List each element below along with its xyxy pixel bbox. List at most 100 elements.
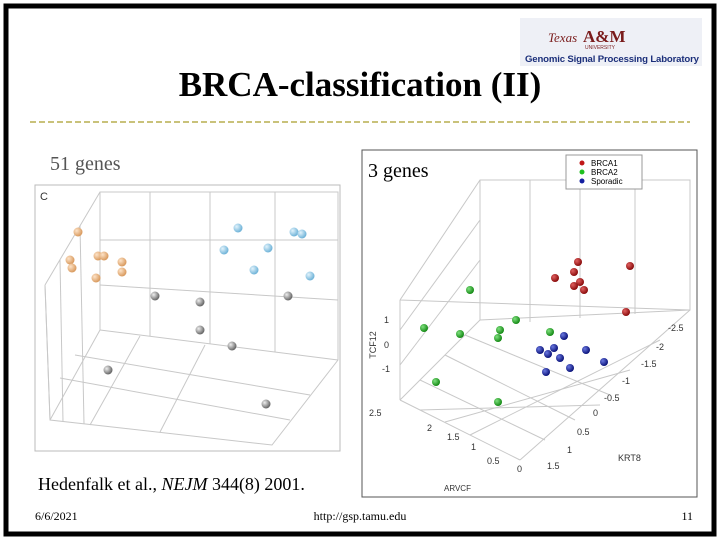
logo: Texas A&M UNIVERSITY Genomic Signal Proc… (520, 18, 702, 66)
point (195, 297, 205, 307)
citation: Hedenfalk et al., NEJM 344(8) 2001. (38, 474, 305, 495)
z-axis-label: TCF12 (368, 331, 378, 359)
logo-am: A&M (583, 27, 625, 46)
point (566, 364, 574, 372)
legend-swatch (579, 178, 585, 184)
z-tick-label: 1 (384, 315, 389, 325)
point (227, 341, 237, 351)
point (91, 273, 101, 283)
point (536, 346, 544, 354)
point (117, 257, 127, 267)
left-label: 51 genes (50, 153, 121, 175)
point (150, 291, 160, 301)
footer-page: 11 (681, 509, 693, 523)
point (570, 268, 578, 276)
y-tick-label: 1 (471, 442, 476, 452)
y-tick-label: 2 (427, 423, 432, 433)
right-grid (399, 179, 691, 461)
left-points (65, 223, 315, 409)
point (99, 251, 109, 261)
z-tick-label: 0 (384, 340, 389, 350)
x-tick-label: -1 (622, 376, 630, 386)
y-tick-label: 1.5 (447, 432, 460, 442)
legend-label: BRCA2 (591, 168, 618, 177)
x-axis-label: KRT8 (618, 453, 641, 463)
point (494, 398, 502, 406)
citation-journal: NEJM (160, 474, 208, 494)
point (542, 368, 550, 376)
right-points (420, 258, 634, 406)
y-tick-label: 0 (517, 464, 522, 474)
point (103, 365, 113, 375)
right-figure (361, 149, 698, 498)
point (570, 282, 578, 290)
left-figure (34, 184, 341, 452)
point (67, 263, 77, 273)
legend-swatch (579, 169, 585, 175)
y-tick-label: 2.5 (369, 408, 382, 418)
y-axis-label: ARVCF (444, 484, 471, 493)
citation-authors: Hedenfalk et al., (38, 474, 161, 494)
left-grid (44, 191, 339, 446)
point (65, 255, 75, 265)
x-tick-label: -2 (656, 342, 664, 352)
point (551, 274, 559, 282)
point (305, 271, 315, 281)
point (622, 308, 630, 316)
point (289, 227, 299, 237)
x-tick-label: 1 (567, 445, 572, 455)
point (261, 399, 271, 409)
x-tick-label: 0 (593, 408, 598, 418)
point (546, 328, 554, 336)
logo-lab: Genomic Signal Processing Laboratory (525, 54, 700, 65)
point (560, 332, 568, 340)
slide-title: BRCA-classification (II) (179, 65, 542, 104)
legend-swatch (579, 160, 585, 166)
frame (3, 3, 717, 537)
y-tick-label: 0.5 (487, 456, 500, 466)
point (219, 245, 229, 255)
point (73, 227, 83, 237)
point (600, 358, 608, 366)
footer-date: 6/6/2021 (35, 509, 78, 523)
point (512, 316, 520, 324)
figure-label: C (40, 191, 48, 203)
point (263, 243, 273, 253)
point (283, 291, 293, 301)
x-tick-label: -0.5 (604, 393, 620, 403)
point (494, 334, 502, 342)
point (432, 378, 440, 386)
point (233, 223, 243, 233)
point (574, 258, 582, 266)
point (249, 265, 259, 275)
legend-box (565, 154, 643, 190)
point (550, 344, 558, 352)
legend-label: BRCA1 (591, 159, 618, 168)
x-tick-label: 1.5 (547, 461, 560, 471)
right-label: 3 genes (368, 160, 429, 182)
point (626, 262, 634, 270)
citation-rest: 344(8) 2001. (207, 474, 305, 495)
point (582, 346, 590, 354)
logo-texas: Texas (548, 30, 577, 45)
footer-url: http://gsp.tamu.edu (314, 509, 407, 523)
point (117, 267, 127, 277)
point (466, 286, 474, 294)
point (297, 229, 307, 239)
point (580, 286, 588, 294)
x-tick-label: 0.5 (577, 427, 590, 437)
x-tick-label: -2.5 (668, 323, 684, 333)
z-tick-label: -1 (382, 364, 390, 374)
point (420, 324, 428, 332)
x-tick-label: -1.5 (641, 359, 657, 369)
point (496, 326, 504, 334)
point (556, 354, 564, 362)
point (195, 325, 205, 335)
legend-label: Sporadic (591, 177, 623, 186)
legend: BRCA1 BRCA2 Sporadic (565, 154, 643, 190)
logo-university: UNIVERSITY (585, 45, 616, 51)
point (456, 330, 464, 338)
point (544, 350, 552, 358)
point (576, 278, 584, 286)
